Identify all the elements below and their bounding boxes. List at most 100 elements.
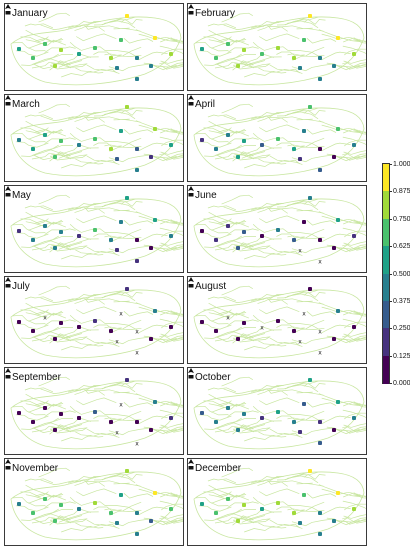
river-line bbox=[86, 428, 118, 438]
river-line bbox=[269, 246, 301, 256]
river-line bbox=[334, 64, 366, 70]
missing-station-marker: x bbox=[115, 339, 119, 346]
basin-outline bbox=[10, 289, 182, 359]
station-marker bbox=[200, 320, 204, 324]
station-marker bbox=[59, 412, 63, 416]
river-line bbox=[33, 154, 71, 160]
north-arrow-icon bbox=[5, 368, 11, 379]
colorbar-tick-label: 0.125 bbox=[393, 352, 410, 360]
station-marker bbox=[318, 238, 322, 242]
river-line bbox=[24, 205, 54, 211]
river-line bbox=[344, 412, 366, 420]
river-line bbox=[67, 21, 96, 29]
station-marker bbox=[302, 220, 306, 224]
river-line bbox=[24, 23, 54, 29]
station-marker bbox=[292, 147, 296, 151]
river-line bbox=[138, 324, 168, 334]
river-line bbox=[214, 61, 255, 69]
river-line bbox=[244, 343, 275, 351]
river-line bbox=[61, 343, 92, 351]
map-panel-november: November bbox=[4, 458, 184, 546]
station-marker bbox=[236, 428, 240, 432]
station-marker bbox=[59, 48, 63, 52]
river-line bbox=[24, 296, 54, 302]
river-line bbox=[76, 397, 117, 406]
station-marker bbox=[332, 428, 336, 432]
river-line bbox=[75, 158, 104, 165]
river-line bbox=[227, 46, 259, 53]
river-line bbox=[12, 132, 46, 143]
river-line bbox=[15, 323, 49, 330]
station-marker bbox=[43, 406, 47, 410]
river-line bbox=[61, 252, 92, 260]
river-line bbox=[250, 385, 279, 393]
river-line bbox=[321, 306, 361, 314]
river-line bbox=[203, 309, 232, 315]
river-line bbox=[334, 155, 366, 161]
river-line bbox=[342, 318, 366, 327]
station-marker bbox=[109, 147, 113, 151]
river-line bbox=[342, 227, 366, 236]
river-line bbox=[195, 223, 229, 234]
river-line bbox=[67, 112, 96, 120]
river-line bbox=[33, 518, 71, 524]
river-line bbox=[282, 46, 321, 58]
river-line bbox=[292, 410, 325, 425]
river-line bbox=[207, 114, 237, 120]
panel-title: July bbox=[12, 281, 30, 292]
river-line bbox=[284, 16, 319, 26]
river-line bbox=[49, 149, 88, 159]
river-line bbox=[218, 129, 245, 134]
river-line bbox=[51, 508, 92, 520]
river-line bbox=[306, 311, 337, 317]
river-line bbox=[20, 491, 49, 497]
station-marker bbox=[298, 430, 302, 434]
station-marker bbox=[332, 64, 336, 68]
river-line bbox=[195, 41, 229, 52]
river-line bbox=[160, 59, 183, 64]
station-marker bbox=[292, 511, 296, 515]
station-marker bbox=[292, 56, 296, 60]
basin-outline bbox=[193, 289, 365, 359]
river-line bbox=[74, 112, 101, 122]
river-line bbox=[51, 144, 92, 156]
station-marker bbox=[242, 48, 246, 52]
river-line bbox=[74, 385, 101, 395]
river-line bbox=[232, 240, 271, 250]
river-line bbox=[343, 150, 366, 155]
river-line bbox=[20, 309, 49, 315]
river-line bbox=[86, 155, 118, 165]
river-line bbox=[160, 423, 183, 428]
station-marker bbox=[125, 14, 129, 18]
river-line bbox=[232, 331, 271, 341]
river-map bbox=[10, 467, 183, 541]
river-line bbox=[76, 33, 117, 42]
station-marker bbox=[242, 503, 246, 507]
map-panel-october: October bbox=[187, 367, 367, 455]
river-line bbox=[49, 331, 88, 341]
river-line bbox=[344, 503, 366, 511]
station-marker bbox=[200, 229, 204, 233]
river-line bbox=[343, 37, 366, 44]
river-line bbox=[292, 501, 325, 516]
station-marker bbox=[236, 519, 240, 523]
river-line bbox=[276, 51, 305, 57]
river-line bbox=[258, 249, 287, 256]
river-line bbox=[343, 219, 366, 226]
river-line bbox=[74, 479, 105, 487]
river-line bbox=[170, 39, 183, 42]
river-line bbox=[31, 516, 72, 524]
river-line bbox=[170, 130, 183, 133]
river-line bbox=[138, 415, 168, 425]
river-line bbox=[321, 324, 351, 334]
north-arrow-icon bbox=[188, 459, 194, 470]
river-line bbox=[353, 39, 366, 42]
river-line bbox=[282, 410, 321, 422]
map-panel-july: x x x x x July bbox=[4, 276, 184, 364]
north-arrow-icon bbox=[5, 4, 11, 15]
river-line bbox=[296, 119, 324, 123]
river-line bbox=[207, 387, 237, 393]
river-line bbox=[173, 156, 183, 160]
station-marker bbox=[125, 378, 129, 382]
river-line bbox=[35, 129, 62, 134]
